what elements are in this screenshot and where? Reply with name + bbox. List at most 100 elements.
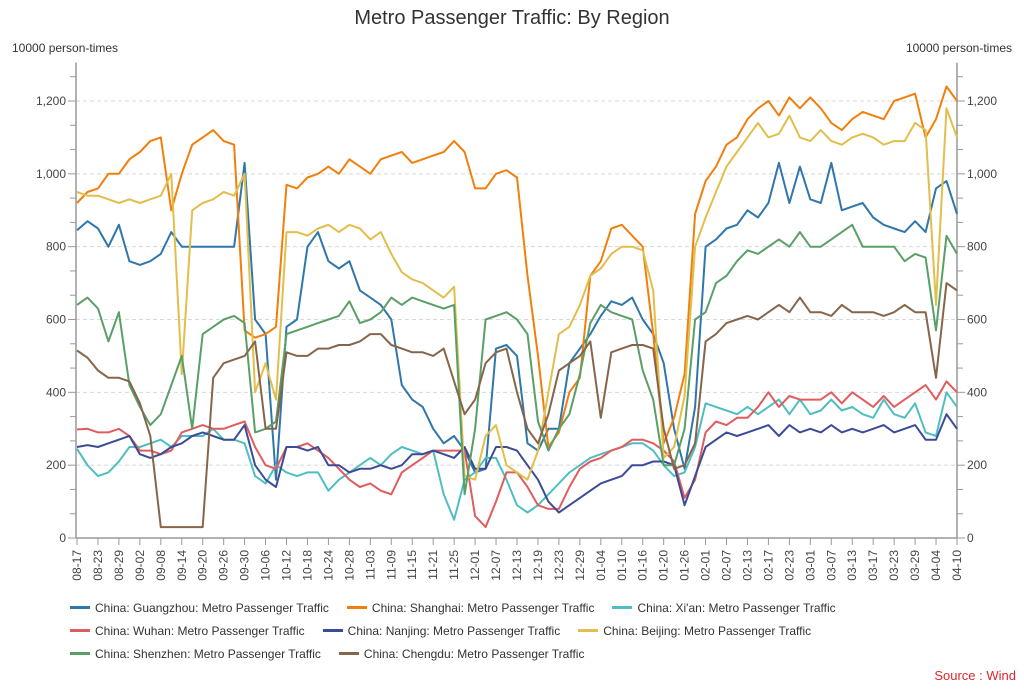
- x-tick-label: 09-08: [154, 550, 168, 581]
- x-tick-label: 12-29: [573, 550, 587, 581]
- right-y-axis: 0 200 400 600 800 1,000 1,200: [957, 76, 997, 545]
- y-tick-label-right: 200: [967, 458, 987, 472]
- y-tick-label-left: 800: [46, 240, 66, 254]
- x-tick-label: 09-20: [196, 550, 210, 581]
- series-line-chengdu: [76, 282, 958, 529]
- legend-swatch-icon: [70, 629, 90, 632]
- y-tick-label-right: 1,200: [967, 94, 997, 108]
- legend-item-nanjing[interactable]: China: Nanjing: Metro Passenger Traffic: [322, 623, 561, 638]
- series-lines: [76, 85, 958, 529]
- x-tick-label: 12-13: [510, 550, 524, 581]
- legend-row: China: Shenzhen: Metro Passenger Traffic…: [70, 642, 970, 665]
- legend-label: China: Xi'an: Metro Passenger Traffic: [637, 600, 836, 615]
- y-tick-label-right: 1,000: [967, 167, 997, 181]
- y-tick-label-right: 800: [967, 240, 987, 254]
- y-tick-label-left: 200: [46, 458, 66, 472]
- series-line-nanjing: [76, 413, 958, 514]
- x-tick-label: 03-01: [803, 550, 817, 581]
- x-tick-label: 10-24: [321, 550, 335, 581]
- x-tick-label: 01-26: [678, 550, 692, 581]
- legend-swatch-icon: [70, 652, 90, 655]
- x-tick-label: 11-15: [405, 550, 419, 580]
- x-tick-label: 11-09: [384, 550, 398, 580]
- left-axis-unit: 10000 person-times: [12, 41, 118, 55]
- x-tick-label: 04-04: [929, 550, 943, 581]
- x-tick-label: 12-19: [531, 550, 545, 581]
- x-tick-label: 02-07: [720, 550, 734, 581]
- x-tick-label: 01-20: [657, 550, 671, 581]
- chart-title: Metro Passenger Traffic: By Region: [354, 7, 669, 29]
- y-tick-label-left: 400: [46, 385, 66, 399]
- y-tick-label-left: 600: [46, 313, 66, 327]
- x-tick-label: 08-23: [91, 550, 105, 581]
- series-line-shanghai: [76, 85, 958, 448]
- x-axis: 08-17 08-23 08-29 09-02 09-08 09-14 09-20 09-26…: [70, 538, 964, 581]
- x-tick-label: 12-07: [489, 550, 503, 581]
- x-tick-label: 08-17: [70, 550, 84, 581]
- legend-label: China: Shanghai: Metro Passenger Traffic: [371, 600, 595, 615]
- legend-label: China: Shenzhen: Metro Passenger Traffic: [95, 646, 321, 661]
- x-tick-label: 01-16: [636, 550, 650, 581]
- x-tick-label: 10-12: [280, 550, 294, 581]
- x-tick-label: 09-30: [238, 550, 252, 581]
- legend-swatch-icon: [70, 606, 90, 609]
- x-tick-label: 01-10: [615, 550, 629, 581]
- x-tick-label: 02-13: [740, 550, 754, 581]
- legend-row: China: Wuhan: Metro Passenger Traffic Ch…: [70, 619, 970, 642]
- legend-swatch-icon: [322, 629, 343, 632]
- x-tick-label: 03-23: [887, 550, 901, 581]
- x-tick-label: 09-14: [175, 550, 189, 581]
- y-tick-label-left: 0: [59, 531, 66, 545]
- legend-label: China: Beijing: Metro Passenger Traffic: [603, 623, 812, 638]
- right-axis-unit: 10000 person-times: [906, 41, 1012, 55]
- x-tick-label: 08-29: [112, 550, 126, 581]
- series-line-guangzhou: [76, 161, 958, 481]
- legend-swatch-icon: [346, 606, 367, 609]
- legend-label: China: Guangzhou: Metro Passenger Traffi…: [95, 600, 329, 615]
- x-tick-label: 10-18: [300, 550, 314, 581]
- left-y-axis: 0 200 400 600 800 1,000 1,200: [36, 76, 76, 545]
- x-tick-label: 12-01: [468, 550, 482, 581]
- x-tick-label: 11-25: [447, 550, 461, 580]
- legend-item-wuhan[interactable]: China: Wuhan: Metro Passenger Traffic: [70, 624, 305, 638]
- x-tick-label: 11-21: [426, 550, 440, 580]
- gridlines: [76, 100, 957, 466]
- source-note: Source : Wind: [934, 668, 1016, 683]
- y-tick-label-right: 0: [967, 531, 974, 545]
- x-tick-label: 09-02: [133, 550, 147, 581]
- legend-item-chengdu[interactable]: China: Chengdu: Metro Passenger Traffic: [338, 646, 585, 661]
- y-tick-label-right: 600: [967, 313, 987, 327]
- series-line-shenzhen: [76, 223, 958, 496]
- x-tick-label: 11-03: [363, 550, 377, 580]
- legend-item-guangzhou[interactable]: China: Guangzhou: Metro Passenger Traffi…: [70, 601, 329, 615]
- x-tick-label: 03-13: [845, 550, 859, 581]
- legend-label: China: Chengdu: Metro Passenger Traffic: [363, 646, 585, 661]
- x-tick-label: 02-23: [782, 550, 796, 581]
- legend: China: Guangzhou: Metro Passenger Traffi…: [70, 596, 970, 665]
- x-tick-label: 01-04: [594, 550, 608, 581]
- legend-swatch-icon: [578, 629, 599, 632]
- x-tick-label: 10-28: [342, 550, 356, 581]
- x-tick-label: 12-23: [552, 550, 566, 581]
- y-tick-label-left: 1,000: [36, 167, 66, 181]
- x-tick-label: 10-06: [259, 550, 273, 581]
- x-tick-label: 03-17: [866, 550, 880, 581]
- legend-label: China: Wuhan: Metro Passenger Traffic: [95, 623, 305, 638]
- x-tick-label: 09-26: [217, 550, 231, 581]
- legend-label: China: Nanjing: Metro Passenger Traffic: [347, 623, 561, 638]
- legend-item-xian[interactable]: China: Xi'an: Metro Passenger Traffic: [612, 600, 836, 615]
- y-tick-label-right: 400: [967, 385, 987, 399]
- x-tick-label: 02-01: [699, 550, 713, 581]
- x-tick-label: 03-29: [908, 550, 922, 581]
- legend-item-shenzhen[interactable]: China: Shenzhen: Metro Passenger Traffic: [70, 647, 321, 661]
- legend-item-shanghai[interactable]: China: Shanghai: Metro Passenger Traffic: [346, 600, 595, 615]
- legend-swatch-icon: [612, 606, 633, 609]
- legend-swatch-icon: [338, 652, 359, 655]
- series-line-xian: [76, 391, 958, 521]
- x-tick-label: 03-07: [824, 550, 838, 581]
- y-tick-label-left: 1,200: [36, 94, 66, 108]
- legend-item-beijing[interactable]: China: Beijing: Metro Passenger Traffic: [578, 624, 811, 638]
- legend-row: China: Guangzhou: Metro Passenger Traffi…: [70, 596, 970, 619]
- x-tick-label: 04-10: [950, 550, 964, 581]
